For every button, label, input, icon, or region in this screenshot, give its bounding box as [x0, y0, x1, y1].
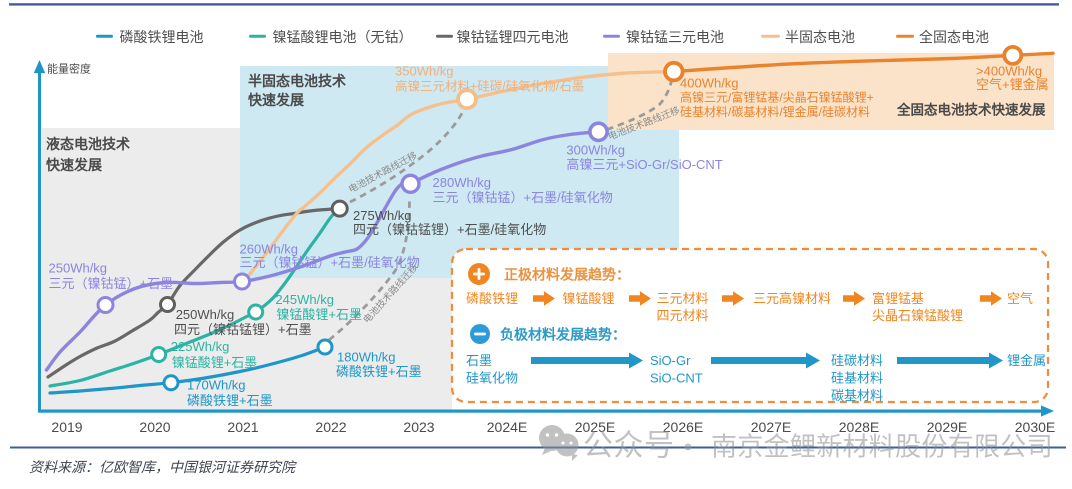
- svg-text:四元材料: 四元材料: [657, 308, 709, 323]
- svg-text:硅碳材料: 硅碳材料: [831, 353, 883, 368]
- svg-text:280Wh/kg: 280Wh/kg: [433, 175, 492, 190]
- svg-text:三元材料: 三元材料: [657, 291, 709, 306]
- svg-text:镍钴锰三元电池: 镍钴锰三元电池: [626, 29, 724, 45]
- svg-text:磷酸铁锂电池: 磷酸铁锂电池: [120, 29, 204, 45]
- svg-text:2020: 2020: [139, 419, 170, 435]
- svg-text:260Wh/kg: 260Wh/kg: [240, 242, 299, 257]
- svg-text:富锂锰基: 富锂锰基: [872, 291, 924, 306]
- svg-text:245Wh/kg: 245Wh/kg: [275, 292, 334, 307]
- svg-text:2022: 2022: [315, 419, 346, 435]
- svg-text:2028E: 2028E: [839, 419, 879, 435]
- svg-text:磷酸铁锂+石墨: 磷酸铁锂+石墨: [336, 364, 422, 379]
- svg-text:三元（镍钴锰）+石墨/硅氧化物: 三元（镍钴锰）+石墨/硅氧化物: [240, 255, 420, 270]
- svg-text:全固态电池: 全固态电池: [919, 29, 989, 45]
- svg-text:三元高镍材料: 三元高镍材料: [753, 291, 831, 306]
- svg-text:镍锰酸锂+石墨: 镍锰酸锂+石墨: [172, 355, 258, 370]
- svg-text:全固态电池技术快速发展: 全固态电池技术快速发展: [896, 102, 1046, 118]
- svg-text:磷酸铁锂+石墨: 磷酸铁锂+石墨: [187, 393, 273, 408]
- svg-text:石墨: 石墨: [466, 353, 492, 368]
- svg-text:2027E: 2027E: [751, 419, 791, 435]
- svg-text:硅基材料: 硅基材料: [831, 371, 883, 386]
- svg-text:250Wh/kg: 250Wh/kg: [176, 307, 235, 322]
- svg-text:快速发展: 快速发展: [46, 157, 102, 173]
- svg-text:镍钴锰锂四元电池: 镍钴锰锂四元电池: [457, 29, 569, 45]
- svg-text:2030E: 2030E: [1015, 419, 1055, 435]
- svg-text:SiO-CNT: SiO-CNT: [650, 371, 703, 386]
- svg-text:高镍三元/富锂锰基/尖晶石镍锰酸锂+: 高镍三元/富锂锰基/尖晶石镍锰酸锂+: [680, 90, 874, 105]
- svg-text:2026E: 2026E: [663, 419, 703, 435]
- svg-text:硅基材料/碳基材料/锂金属/硅碳材料: 硅基材料/碳基材料/锂金属/硅碳材料: [680, 104, 870, 119]
- svg-text:镍锰酸锂+石墨: 镍锰酸锂+石墨: [276, 307, 362, 322]
- svg-text:硅氧化物: 硅氧化物: [466, 371, 518, 386]
- svg-text:250Wh/kg: 250Wh/kg: [49, 261, 108, 276]
- svg-text:液态电池技术: 液态电池技术: [46, 136, 130, 152]
- svg-text:资料来源：亿欧智库，中国银河证券研究院: 资料来源：亿欧智库，中国银河证券研究院: [29, 459, 297, 475]
- svg-text:半固态电池: 半固态电池: [785, 29, 855, 45]
- svg-text:300Wh/kg: 300Wh/kg: [566, 143, 625, 158]
- svg-text:170Wh/kg: 170Wh/kg: [187, 378, 246, 393]
- svg-text:负极材料发展趋势：: 负极材料发展趋势：: [500, 327, 626, 343]
- svg-text:SiO-Gr: SiO-Gr: [650, 353, 691, 368]
- svg-text:锂金属: 锂金属: [1007, 353, 1046, 368]
- svg-text:2019: 2019: [51, 419, 82, 435]
- svg-text:碳基材料: 碳基材料: [831, 388, 883, 403]
- svg-text:空气+锂金属: 空气+锂金属: [976, 77, 1049, 92]
- svg-text:磷酸铁锂: 磷酸铁锂: [466, 291, 518, 306]
- svg-text:2023: 2023: [403, 419, 434, 435]
- svg-text:180Wh/kg: 180Wh/kg: [337, 350, 396, 365]
- svg-text:2024E: 2024E: [487, 419, 527, 435]
- svg-text:快速发展: 快速发展: [248, 92, 304, 108]
- svg-text:南京金鲤新材料股份有限公司: 南京金鲤新材料股份有限公司: [711, 432, 1053, 462]
- svg-text:四元（镍钴锰锂）+石墨: 四元（镍钴锰锂）+石墨: [174, 322, 312, 337]
- svg-text:400Wh/kg: 400Wh/kg: [680, 76, 739, 91]
- svg-text:高镍三元+SiO-Gr/SiO-CNT: 高镍三元+SiO-Gr/SiO-CNT: [566, 157, 722, 172]
- svg-text:350Wh/kg: 350Wh/kg: [395, 64, 454, 79]
- svg-text:2021: 2021: [227, 419, 258, 435]
- svg-text:空气: 空气: [1007, 291, 1033, 306]
- svg-text:正极材料发展趋势：: 正极材料发展趋势：: [504, 267, 630, 283]
- svg-text:镍锰酸锂电池（无钴）: 镍锰酸锂电池（无钴）: [273, 29, 413, 45]
- svg-text:四元（镍钴锰锂）+石墨/硅氧化物: 四元（镍钴锰锂）+石墨/硅氧化物: [353, 222, 546, 237]
- svg-text:高镍三元材料+硅碳/硅氧化物/石墨: 高镍三元材料+硅碳/硅氧化物/石墨: [395, 79, 584, 94]
- svg-text:三元（镍钴锰）+石墨: 三元（镍钴锰）+石墨: [49, 276, 174, 291]
- svg-text:能量密度: 能量密度: [47, 62, 91, 76]
- svg-text:275Wh/kg: 275Wh/kg: [353, 208, 412, 223]
- svg-text:半固态电池技术: 半固态电池技术: [248, 73, 346, 89]
- svg-text:公众号: 公众号: [583, 430, 675, 463]
- svg-text:三元（镍钴锰）+石墨/硅氧化物: 三元（镍钴锰）+石墨/硅氧化物: [433, 190, 613, 205]
- svg-text:2025E: 2025E: [575, 419, 615, 435]
- svg-text:>400Wh/kg: >400Wh/kg: [976, 63, 1042, 78]
- svg-text:2029E: 2029E: [927, 419, 967, 435]
- svg-text:尖晶石镍锰酸锂: 尖晶石镍锰酸锂: [872, 308, 963, 323]
- svg-text:225Wh/kg: 225Wh/kg: [171, 339, 230, 354]
- svg-text:镍锰酸锂: 镍锰酸锂: [563, 291, 615, 306]
